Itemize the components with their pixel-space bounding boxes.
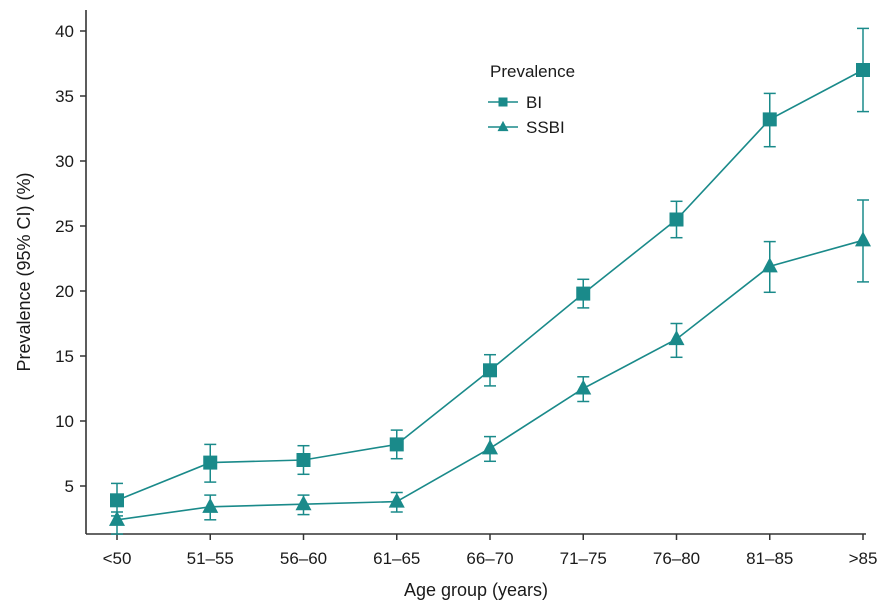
legend-label-bi: BI xyxy=(526,93,542,112)
data-point-ssbi xyxy=(855,231,871,247)
x-ticks: <50 51–55 56–60 61–65 66–70 71–75 76–80 81–85 >8… xyxy=(103,534,878,568)
legend-label-ssbi: SSBI xyxy=(526,118,565,137)
data-point-bi xyxy=(110,493,124,508)
x-tick-label: 76–80 xyxy=(653,549,700,568)
x-tick-label: 56–60 xyxy=(280,549,327,568)
x-tick-label: 51–55 xyxy=(187,549,234,568)
y-tick-label: 30 xyxy=(55,152,74,171)
data-point-bi xyxy=(389,437,404,452)
data-point-ssbi xyxy=(388,492,405,508)
legend: Prevalence BI SSBI xyxy=(488,62,575,137)
data-point-ssbi xyxy=(295,495,312,511)
series-ssbi xyxy=(109,199,871,535)
data-point-ssbi xyxy=(482,439,498,455)
series-layer xyxy=(109,27,871,535)
y-tick-label: 25 xyxy=(55,217,74,236)
data-point-ssbi xyxy=(109,510,125,526)
x-tick-label: 81–85 xyxy=(746,549,793,568)
x-tick-label: 66–70 xyxy=(466,549,513,568)
data-point-ssbi xyxy=(202,497,219,513)
x-tick-label: >85 xyxy=(849,549,878,568)
data-point-bi xyxy=(296,453,311,467)
series-bi xyxy=(110,27,870,517)
legend-item-bi: BI xyxy=(488,93,542,112)
data-point-ssbi xyxy=(668,330,685,346)
data-point-ssbi xyxy=(575,379,592,395)
y-axis-title: Prevalence (95% CI) (%) xyxy=(14,172,34,371)
axes xyxy=(85,10,866,535)
y-tick-label: 20 xyxy=(55,282,74,301)
y-tick-label: 10 xyxy=(55,412,74,431)
series-line-bi xyxy=(116,69,864,502)
y-tick-label: 35 xyxy=(55,87,74,106)
data-point-bi xyxy=(576,286,591,301)
x-tick-label: <50 xyxy=(103,549,132,568)
data-point-bi xyxy=(203,455,218,470)
data-point-bi xyxy=(669,212,684,227)
x-tick-label: 61–65 xyxy=(373,549,420,568)
y-ticks: 5 10 15 20 25 30 35 40 xyxy=(55,22,86,496)
x-axis-title: Age group (years) xyxy=(404,580,548,600)
data-point-bi xyxy=(483,363,497,378)
y-tick-label: 5 xyxy=(65,477,74,496)
data-point-bi xyxy=(762,112,777,127)
legend-title: Prevalence xyxy=(490,62,575,81)
legend-marker-ssbi xyxy=(497,120,509,132)
data-point-ssbi xyxy=(761,257,778,273)
data-point-bi xyxy=(856,63,870,77)
legend-marker-bi xyxy=(498,97,508,107)
y-tick-label: 15 xyxy=(55,347,74,366)
legend-item-ssbi: SSBI xyxy=(488,118,565,137)
y-tick-label: 40 xyxy=(55,22,74,41)
x-tick-label: 71–75 xyxy=(560,549,607,568)
